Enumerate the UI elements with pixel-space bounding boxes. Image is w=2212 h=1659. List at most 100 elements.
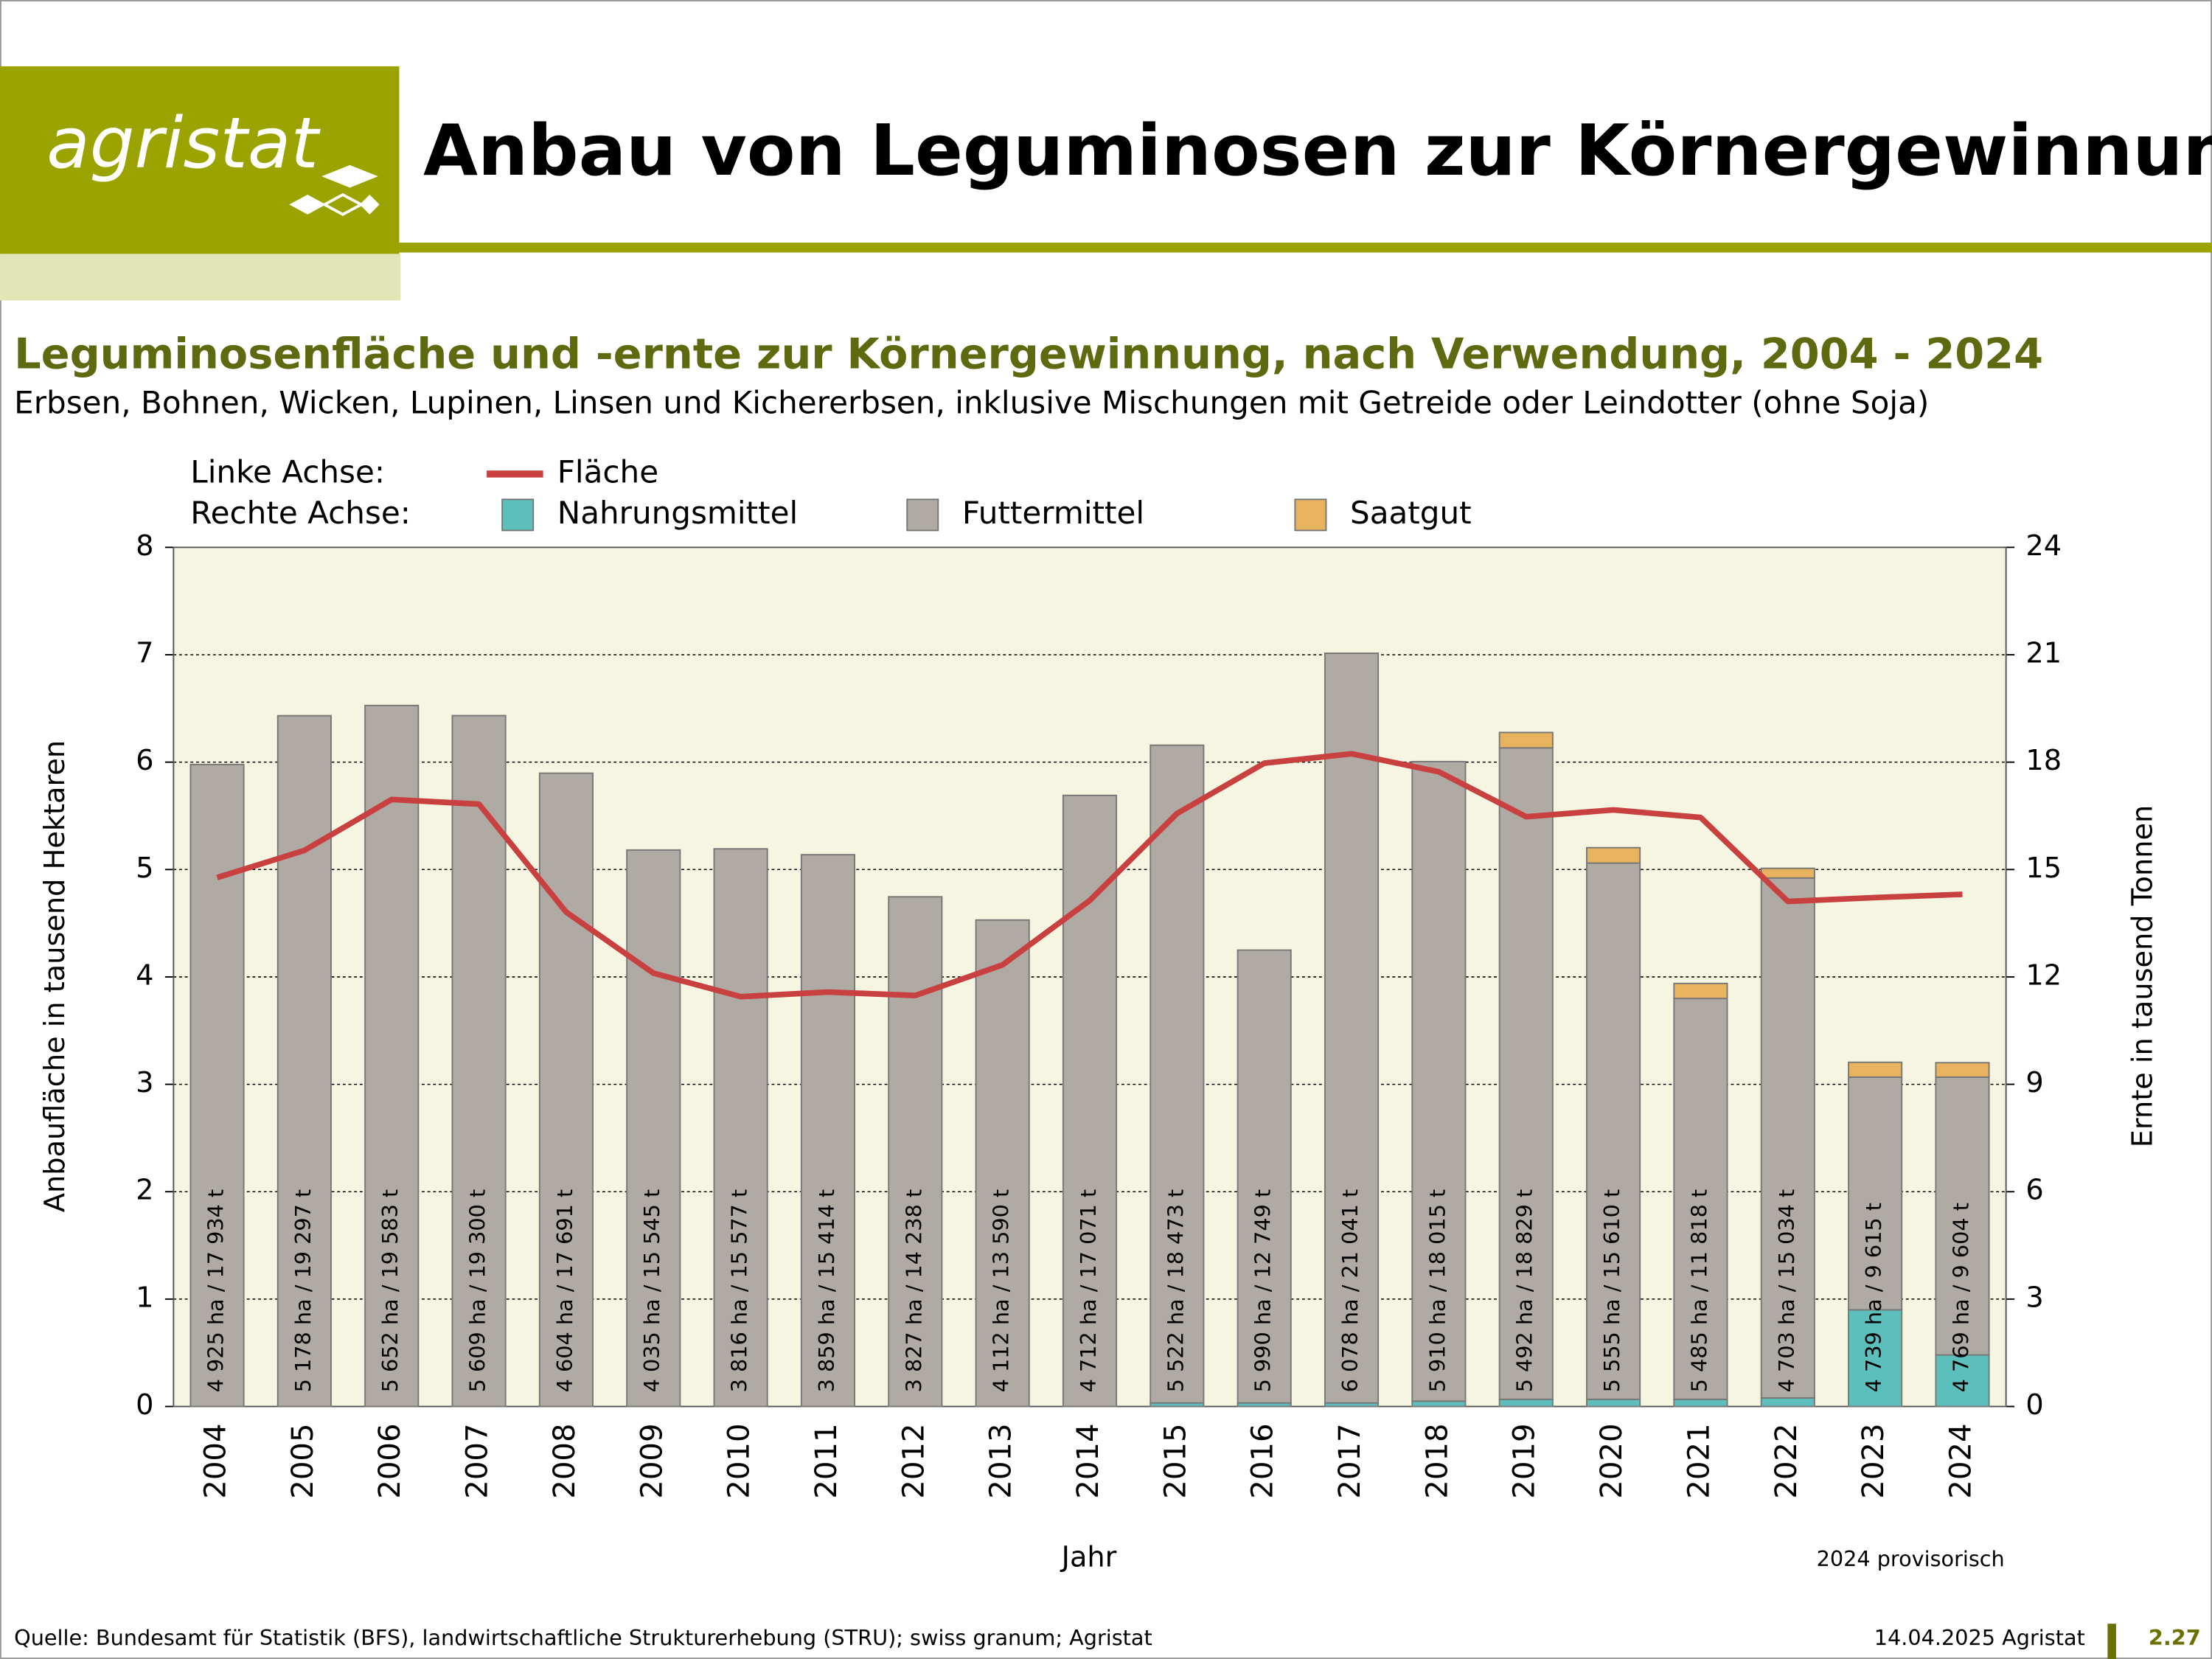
x-tick-label: 2015 (1158, 1423, 1192, 1498)
x-tick-label: 2017 (1333, 1423, 1367, 1498)
y-tick-label: 8 (136, 529, 153, 563)
x-tick-label: 2020 (1595, 1423, 1629, 1498)
note: 2024 provisorisch (1817, 1546, 2005, 1571)
bar-label: 3 816 ha / 15 577 t (727, 1189, 752, 1393)
y2-tick-label: 15 (2025, 852, 2062, 885)
bar-label: 5 178 ha / 19 297 t (291, 1189, 316, 1393)
legend-right-label: Rechte Achse: (190, 495, 411, 531)
bar-label: 4 739 ha / 9 615 t (1861, 1203, 1886, 1392)
x-tick-label: 2005 (286, 1423, 320, 1498)
bar-label: 4 925 ha / 17 934 t (204, 1189, 229, 1393)
bar-segment (1673, 998, 1728, 1400)
page-title: Anbau von Leguminosen zur Körnergewinnun… (423, 109, 2212, 192)
y2-tick-label: 0 (2025, 1388, 2043, 1422)
bar-label: 5 609 ha / 19 300 t (465, 1189, 490, 1393)
logo-strip (0, 254, 401, 301)
bar-label: 5 555 ha / 15 610 t (1599, 1189, 1624, 1393)
x-tick-label: 2004 (199, 1423, 233, 1498)
x-tick-label: 2008 (548, 1423, 582, 1498)
bar-label: 5 652 ha / 19 583 t (378, 1189, 403, 1393)
y2-tick-label: 18 (2025, 744, 2062, 777)
bar-label: 5 485 ha / 11 818 t (1686, 1189, 1711, 1393)
y-tick-label: 5 (136, 852, 153, 885)
bar-segment (1760, 1397, 1815, 1408)
bar-label: 3 827 ha / 14 238 t (901, 1189, 926, 1393)
date: 14.04.2025 Agristat (1874, 1625, 2085, 1650)
bar-segment (1673, 982, 1728, 1000)
bar-segment (1411, 760, 1467, 1402)
y2-tick-label: 3 (2025, 1281, 2043, 1314)
bar-segment (1150, 744, 1205, 1404)
bar-segment (1498, 1398, 1554, 1408)
page-number: 2.27 (2149, 1625, 2201, 1650)
legend-swatch (1294, 498, 1327, 532)
bar-label: 5 910 ha / 18 015 t (1425, 1189, 1450, 1393)
legend-swatch (906, 498, 939, 532)
chart-title: Leguminosenfläche und -ernte zur Körnerg… (14, 330, 2043, 379)
bar-label: 4 769 ha / 9 604 t (1948, 1203, 1973, 1392)
bar-segment (800, 854, 856, 1408)
y-tick-label: 0 (136, 1388, 153, 1422)
legend-label: Saatgut (1350, 495, 1472, 531)
x-tick-label: 2016 (1246, 1423, 1280, 1498)
y-tick-label: 3 (136, 1066, 153, 1099)
x-tick-label: 2006 (373, 1423, 407, 1498)
bar-segment (1848, 1061, 1903, 1078)
bar-label: 4 112 ha / 13 590 t (989, 1189, 1014, 1393)
legend-left-label: Linke Achse: (190, 453, 385, 490)
x-tick-label: 2023 (1857, 1423, 1891, 1498)
bar-segment (1498, 747, 1554, 1400)
bar-label: 5 522 ha / 18 473 t (1163, 1189, 1188, 1393)
bar-segment (538, 772, 594, 1408)
legend-swatch (501, 498, 535, 532)
bar-segment (1411, 1400, 1467, 1408)
bar-segment (1760, 877, 1815, 1399)
y2-axis-title: Ernte in tausend Tonnen (2126, 805, 2160, 1148)
bar-segment (364, 704, 420, 1408)
x-tick-label: 2007 (461, 1423, 495, 1498)
bar-segment (1586, 1398, 1641, 1408)
legend-label: Futtermittel (962, 495, 1144, 531)
bar-label: 4 712 ha / 17 071 t (1076, 1189, 1101, 1393)
y2-tick-label: 6 (2025, 1174, 2043, 1207)
logo-text: agristat (46, 102, 321, 184)
bar-label: 6 078 ha / 21 041 t (1338, 1189, 1363, 1393)
bar-label: 4 035 ha / 15 545 t (639, 1189, 664, 1393)
x-tick-label: 2014 (1071, 1423, 1105, 1498)
bar-segment (626, 849, 681, 1408)
x-tick-label: 2021 (1682, 1423, 1716, 1498)
x-tick-label: 2013 (984, 1423, 1018, 1498)
bar-segment (1935, 1076, 1990, 1356)
bar-segment (1760, 867, 1815, 879)
bar-segment (276, 714, 332, 1408)
bar-label: 3 859 ha / 15 414 t (814, 1189, 839, 1393)
x-tick-label: 2009 (635, 1423, 669, 1498)
x-tick-label: 2022 (1770, 1423, 1804, 1498)
bar-label: 5 990 ha / 12 749 t (1251, 1189, 1276, 1393)
legend-label: Nahrungsmittel (557, 495, 798, 531)
y-tick-label: 2 (136, 1174, 153, 1207)
bar-segment (1586, 862, 1641, 1400)
y-tick-label: 6 (136, 744, 153, 777)
x-tick-label: 2024 (1944, 1423, 1978, 1498)
bar-segment (1498, 731, 1554, 749)
y2-tick-label: 9 (2025, 1066, 2043, 1099)
bar-segment (1237, 949, 1292, 1404)
x-tick-label: 2018 (1420, 1423, 1454, 1498)
source: Quelle: Bundesamt für Statistik (BFS), l… (14, 1625, 1152, 1650)
y2-tick-label: 12 (2025, 959, 2062, 992)
x-tick-label: 2019 (1508, 1423, 1542, 1498)
bar-label: 4 604 ha / 17 691 t (552, 1189, 577, 1393)
bar-segment (451, 714, 507, 1408)
bar-segment (713, 848, 768, 1408)
bar-segment (1848, 1076, 1903, 1311)
bar-segment (1935, 1354, 1990, 1408)
x-tick-label: 2012 (897, 1423, 931, 1498)
bar-segment (1324, 653, 1380, 1404)
bar-segment (975, 919, 1030, 1408)
logo-box (0, 66, 400, 254)
x-axis-title: Jahr (1060, 1541, 1117, 1574)
bar-label: 4 703 ha / 15 034 t (1774, 1189, 1799, 1393)
footer-mark (2107, 1624, 2116, 1659)
bar-segment (1935, 1062, 1990, 1078)
